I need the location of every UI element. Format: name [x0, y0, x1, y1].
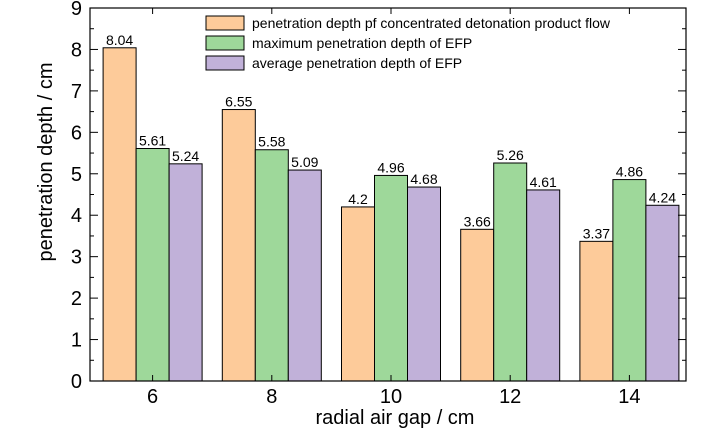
data-label: 5.09 [291, 154, 318, 170]
bar-average-penetration-10 [407, 186, 441, 382]
data-label: 4.68 [410, 171, 437, 187]
data-label: 4.24 [649, 189, 676, 205]
data-label: 5.58 [258, 134, 285, 150]
y-tick-label: 9 [71, 0, 82, 20]
bar-maximum-penetration-10 [374, 174, 408, 382]
bar-maximum-penetration-14 [612, 179, 647, 382]
data-label: 5.61 [139, 132, 166, 148]
bar-penetration-depth-12 [460, 228, 495, 382]
data-label: 4.96 [377, 159, 404, 175]
bars-layer [102, 47, 680, 382]
bar-maximum-penetration-12 [493, 162, 528, 382]
legend-swatch [205, 15, 245, 31]
legend: penetration depth pf concentrated detona… [205, 15, 611, 71]
legend-swatch [205, 35, 245, 51]
x-tick-label: 12 [499, 386, 521, 408]
data-labels-layer: 8.04 6.55 4.2 3.66 3.37 5.61 5.58 4.96 5.26 4.86 5… [106, 32, 676, 242]
x-tick-label: 6 [147, 386, 158, 408]
bar-maximum-penetration-8 [254, 149, 289, 382]
x-tick-label: 8 [266, 386, 277, 408]
x-tick-label: 14 [618, 386, 640, 408]
legend-label: penetration depth pf concentrated detona… [252, 15, 611, 31]
y-axis-label: penetration depth / cm [35, 62, 57, 261]
bar-penetration-depth-10 [341, 206, 375, 382]
legend-swatch [205, 55, 245, 71]
data-label: 3.66 [464, 213, 491, 229]
y-tick-label: 6 [71, 122, 82, 144]
bar-penetration-depth-8 [221, 109, 256, 382]
data-label: 8.04 [106, 32, 133, 48]
legend-label: maximum penetration depth of EFP [252, 35, 472, 51]
bar-average-penetration-6 [168, 163, 203, 382]
data-label: 4.61 [530, 174, 557, 190]
y-tick-label: 7 [71, 81, 82, 103]
data-label: 4.86 [616, 164, 643, 180]
data-label: 5.26 [497, 147, 524, 163]
y-tick-label: 5 [71, 164, 82, 186]
data-label: 3.37 [583, 225, 610, 241]
x-tick-label: 10 [380, 386, 402, 408]
bar-penetration-depth-14 [579, 240, 614, 382]
bar-average-penetration-8 [287, 169, 322, 382]
y-tick-label: 4 [71, 205, 82, 227]
y-tick-label: 1 [71, 330, 82, 352]
legend-label: average penetration depth of EFP [252, 55, 462, 71]
data-label: 5.24 [172, 148, 199, 164]
bar-average-penetration-14 [645, 204, 680, 382]
data-label: 4.2 [348, 191, 368, 207]
y-tick-label: 2 [71, 288, 82, 310]
y-tick-label: 3 [71, 247, 82, 269]
data-label: 6.55 [225, 94, 252, 110]
y-tick-label: 8 [71, 39, 82, 61]
y-tick-label: 0 [71, 371, 82, 393]
bar-penetration-depth-6 [102, 47, 137, 382]
bar-average-penetration-12 [526, 189, 561, 382]
x-axis-label: radial air gap / cm [316, 407, 475, 429]
bar-maximum-penetration-6 [135, 147, 170, 382]
